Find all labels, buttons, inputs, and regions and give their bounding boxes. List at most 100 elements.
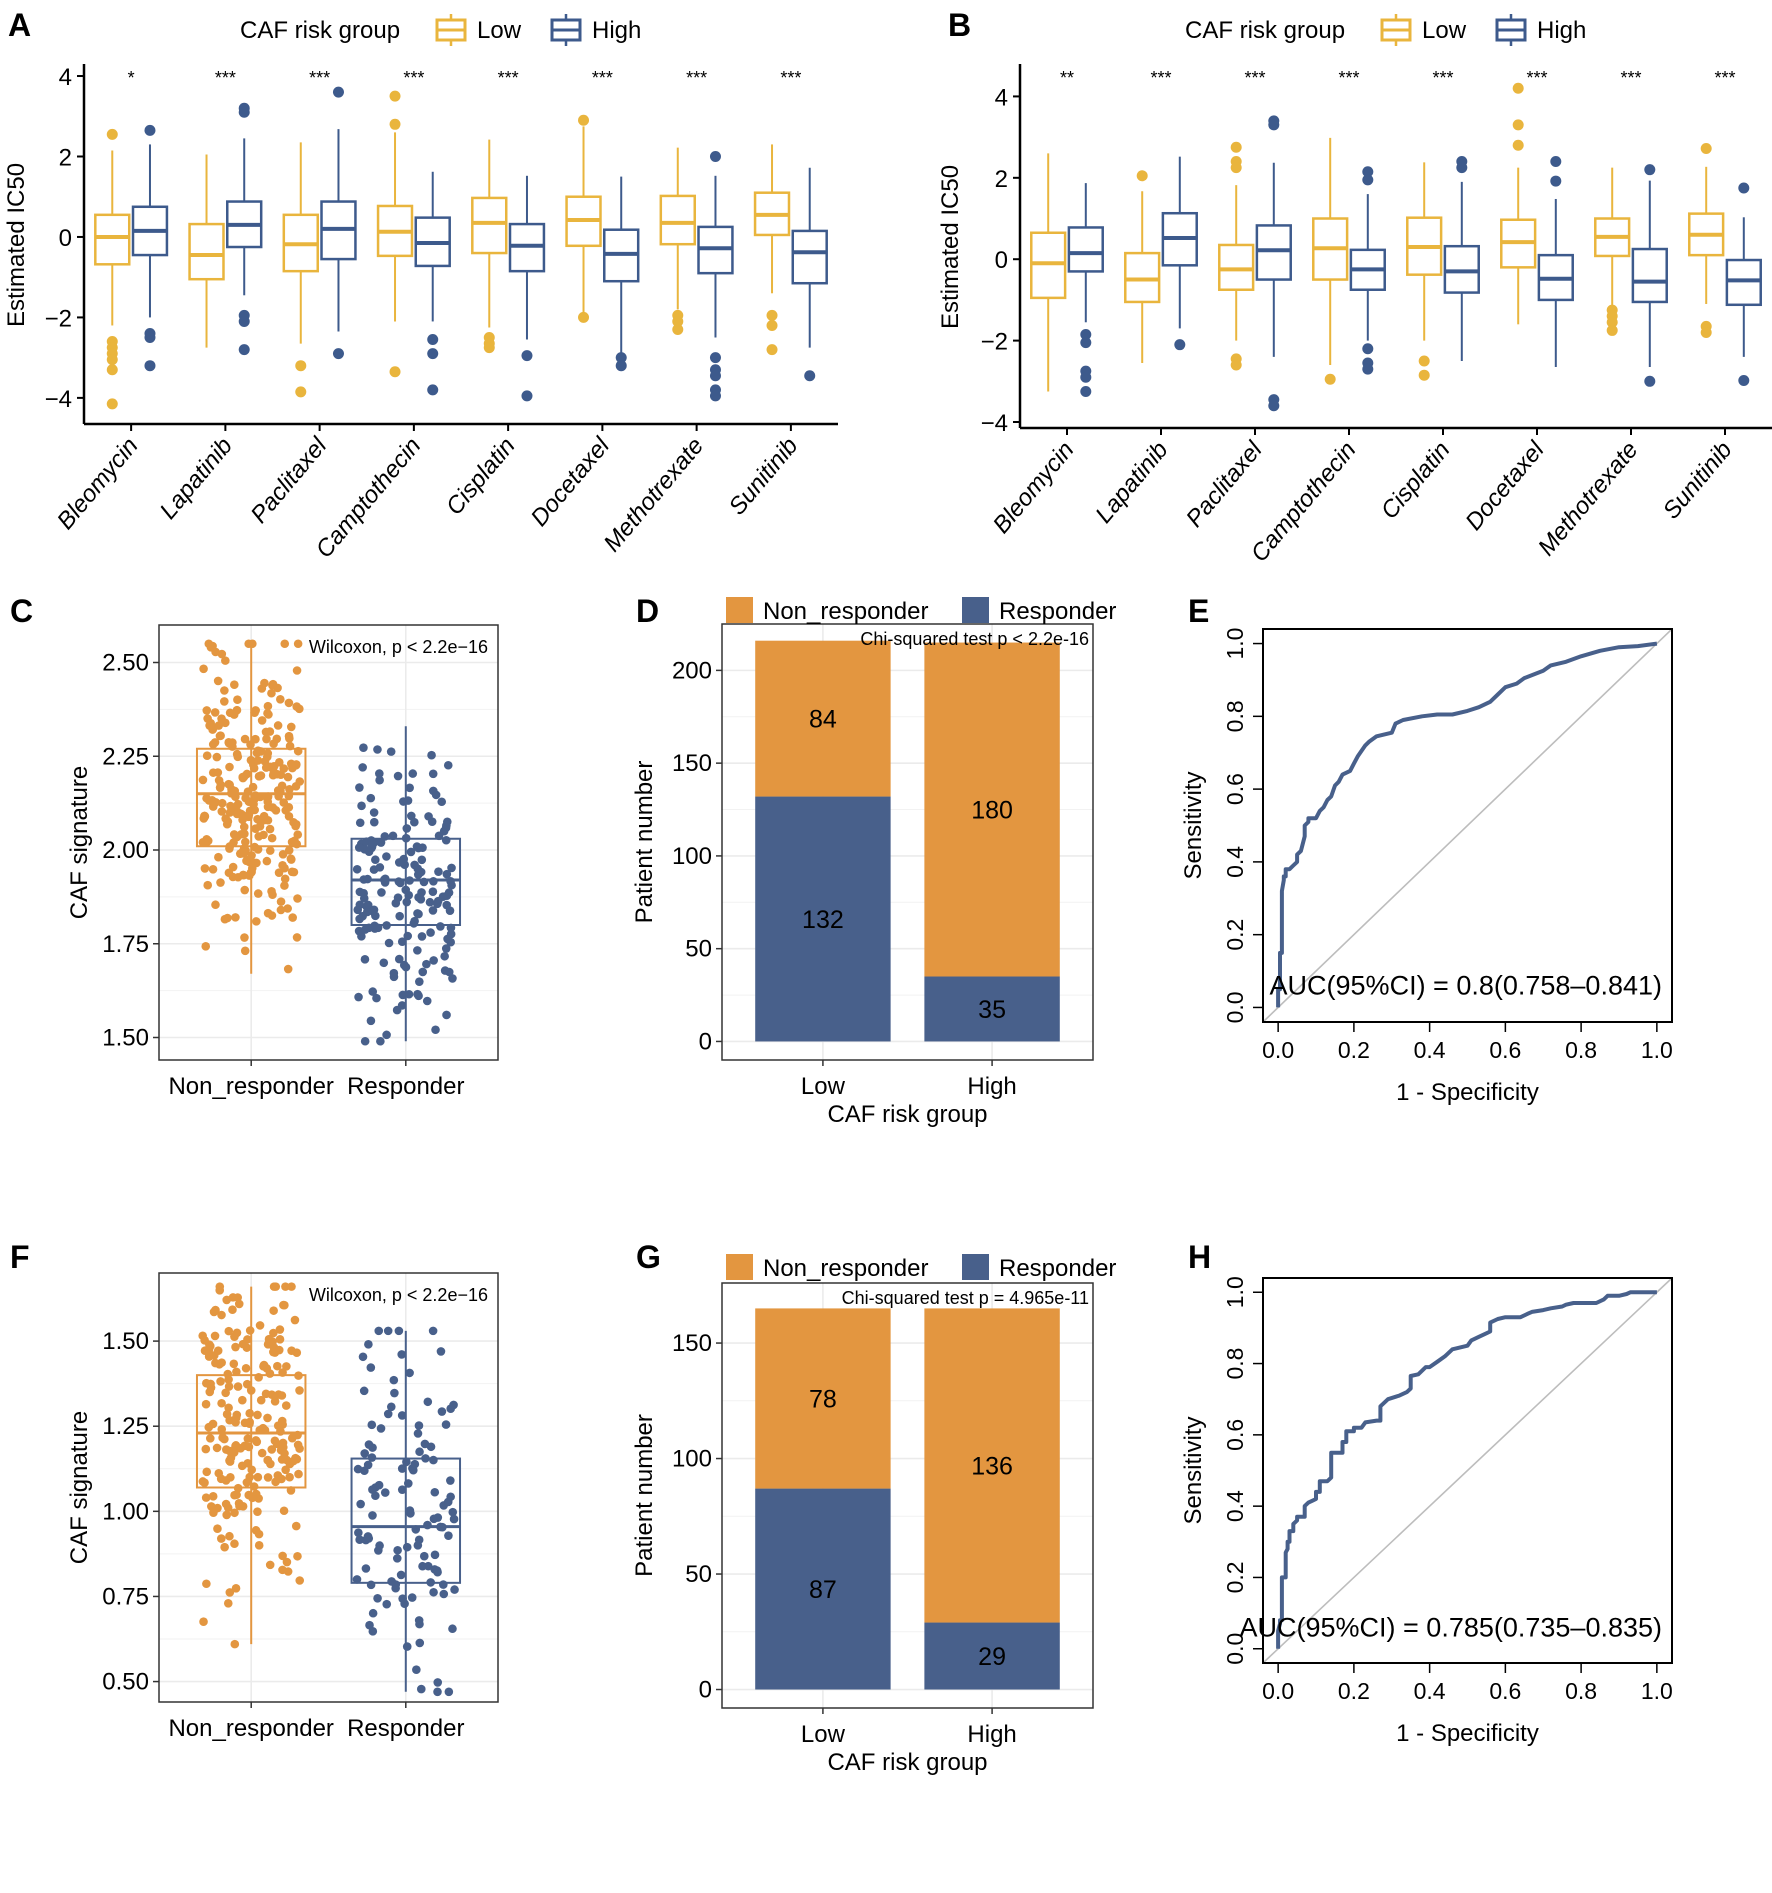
outlier-point [332,86,344,98]
data-point [262,734,271,744]
data-point [263,1456,273,1465]
data-point [201,1399,211,1409]
data-point [291,821,300,831]
data-point [269,1347,278,1357]
x-tick-label: Low [801,1721,846,1748]
data-point [287,1282,296,1291]
test-annotation: Chi-squared test p < 2.2e-16 [860,629,1089,649]
data-point [278,1420,287,1429]
data-point [294,1371,303,1380]
data-point [238,772,247,782]
box-body [659,194,696,246]
data-point [368,1511,377,1520]
data-point [295,1576,305,1585]
box-body [94,213,131,266]
panel-letter-h: H [1188,1239,1211,1275]
data-point [273,721,283,730]
y-tick-label: 0.4 [1222,846,1248,878]
x-axis-title: 1 - Specificity [1396,1079,1539,1106]
data-point [278,1551,287,1561]
data-point [225,708,235,718]
data-point [388,831,398,841]
data-point [429,1587,438,1597]
outlier-point [1644,164,1656,176]
data-point [230,1539,239,1549]
data-point [410,1459,420,1469]
data-point [280,863,289,873]
box-low [1500,82,1537,325]
data-point [386,747,396,756]
outlier-point [1230,162,1242,174]
x-tick-label: Docetaxel [526,432,616,532]
bar-label-responder: 132 [802,906,844,934]
bar-low: 132 84 Low [755,640,891,1100]
box-low [1124,170,1161,363]
data-point [244,1442,254,1452]
data-point [403,796,413,805]
bar-label-responder: 87 [809,1576,837,1604]
significance-label: * [128,68,135,88]
data-point [220,697,229,706]
test-annotation: Wilcoxon, p < 2.2e−16 [309,637,488,657]
data-point [288,913,297,922]
data-point [271,1282,281,1291]
outlier-point [1268,400,1280,412]
data-point [253,889,263,898]
data-point [240,829,249,839]
data-point [244,639,253,649]
data-point [413,864,423,874]
data-point [205,1434,215,1443]
data-point [446,923,456,933]
panel-letter-a: A [8,7,31,43]
data-point [393,771,403,781]
outlier-point [1230,359,1242,371]
data-point [402,1642,412,1651]
data-point [386,1402,396,1412]
outlier-point [578,114,590,126]
data-point [280,1449,289,1458]
bar-label-non-responder: 84 [809,706,837,734]
data-point [259,830,268,840]
data-point [224,1326,234,1336]
legend-swatch-responder [962,1254,989,1280]
data-point [397,1464,407,1473]
data-point [406,847,416,857]
data-point [230,1332,239,1341]
data-point [226,789,236,798]
outlier-point [1080,337,1092,349]
data-point [369,817,379,827]
data-point [295,1386,304,1395]
data-point [222,1510,231,1520]
data-point [246,856,256,865]
outlier-point [106,354,118,366]
data-point [228,1305,237,1315]
data-point [199,664,208,674]
data-point [444,1687,454,1697]
x-tick-label: 0.4 [1414,1037,1446,1063]
y-tick-label: 1.00 [102,1498,149,1525]
data-point [291,781,301,791]
data-point [250,842,259,852]
data-point [230,1639,240,1649]
data-point [441,944,451,953]
bar-high: 35 180 High [924,642,1060,1100]
outlier-point [521,390,533,402]
plot-border [158,624,499,1061]
data-point [253,814,262,824]
data-point [254,1529,264,1539]
outlier-point [1606,316,1618,328]
data-point [365,1620,374,1630]
data-point [293,746,303,756]
data-point [442,891,452,901]
box-body [1631,247,1668,304]
box-high [1067,183,1104,397]
data-point [423,1397,433,1407]
x-tick-label: 0.0 [1262,1678,1294,1704]
outlier-point [1512,139,1524,151]
data-point [419,1551,429,1561]
data-point [371,855,380,865]
data-point [393,1545,402,1555]
significance-label: *** [403,68,424,88]
box-low [659,147,696,335]
data-point [212,1443,222,1453]
